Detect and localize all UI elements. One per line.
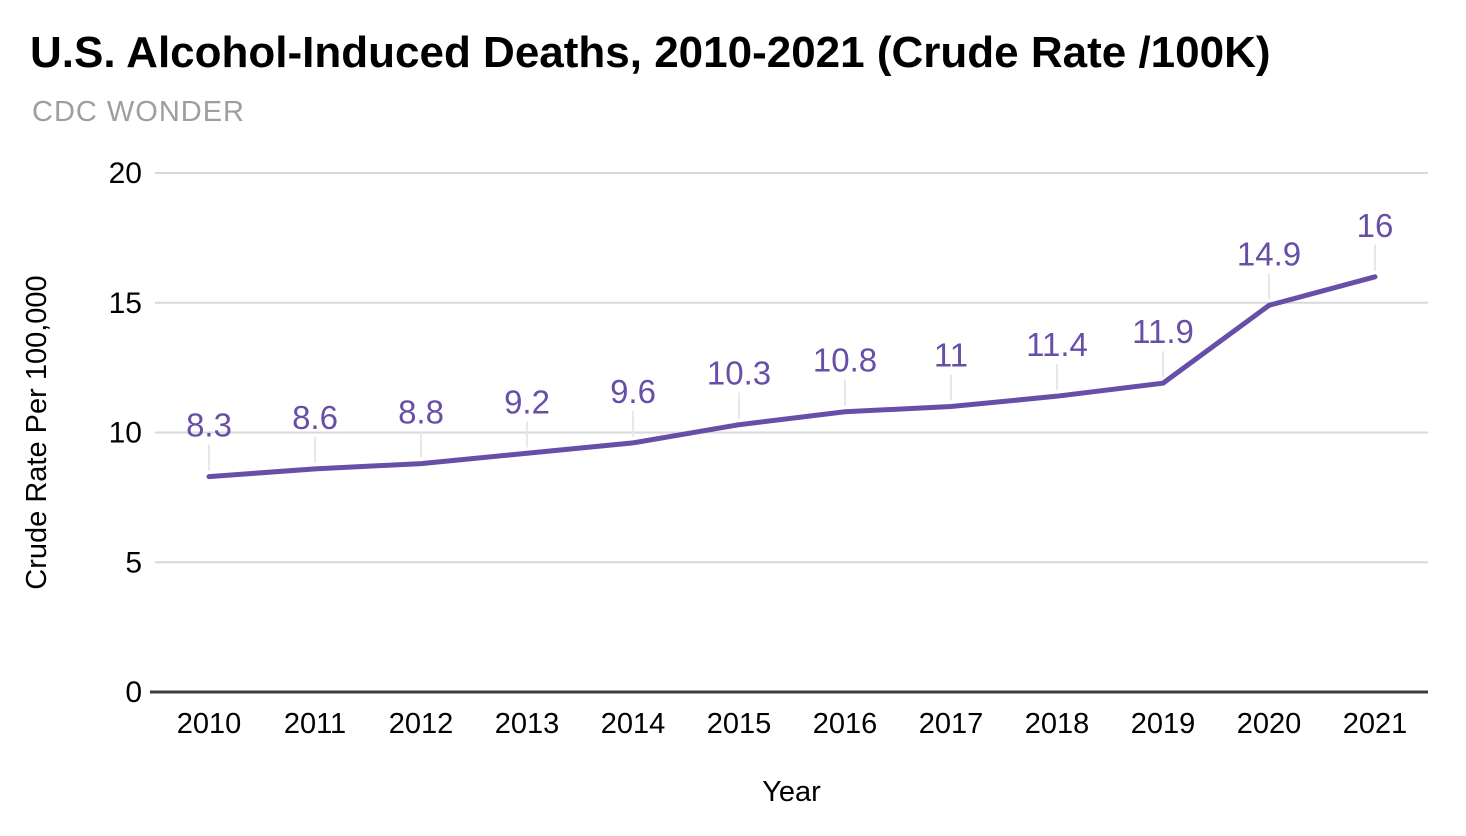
series-line [206,274,1378,480]
x-tick-label: 2019 [1131,708,1196,740]
x-tick-label: 2014 [601,708,666,740]
x-tick-label: 2010 [177,708,242,740]
chart-subtitle: CDC WONDER [32,96,245,128]
data-label: 10.3 [707,355,771,392]
data-label: 9.6 [610,373,656,410]
y-axis-title: Crude Rate Per 100,000 [21,275,53,589]
x-tick-label: 2021 [1343,708,1408,740]
y-tick-label: 5 [125,546,142,579]
chart-title: U.S. Alcohol-Induced Deaths, 2010-2021 (… [30,28,1271,77]
data-label: 9.2 [504,383,550,420]
data-label: 8.6 [292,399,338,436]
data-label: 11.9 [1132,313,1194,350]
data-label: 16 [1357,207,1394,244]
x-tick-label: 2018 [1025,708,1090,740]
x-tick-label: 2016 [813,708,878,740]
x-tick-label: 2015 [707,708,772,740]
data-label: 11.4 [1026,326,1088,363]
data-label: 8.8 [398,394,444,431]
y-tick-label: 10 [109,417,142,450]
y-tick-label: 20 [109,157,142,190]
x-axis-title: Year [762,776,821,808]
y-tick-label: 0 [125,676,142,709]
data-label: 10.8 [813,342,877,379]
x-tick-label: 2013 [495,708,560,740]
data-label: 14.9 [1237,235,1301,272]
x-tick-label: 2020 [1237,708,1302,740]
data-label: 11 [934,337,968,374]
x-tick-label: 2011 [284,708,346,740]
x-tick-label: 2017 [919,708,984,740]
y-tick-label: 15 [109,287,142,320]
x-tick-label: 2012 [389,708,454,740]
data-label: 8.3 [186,407,232,444]
